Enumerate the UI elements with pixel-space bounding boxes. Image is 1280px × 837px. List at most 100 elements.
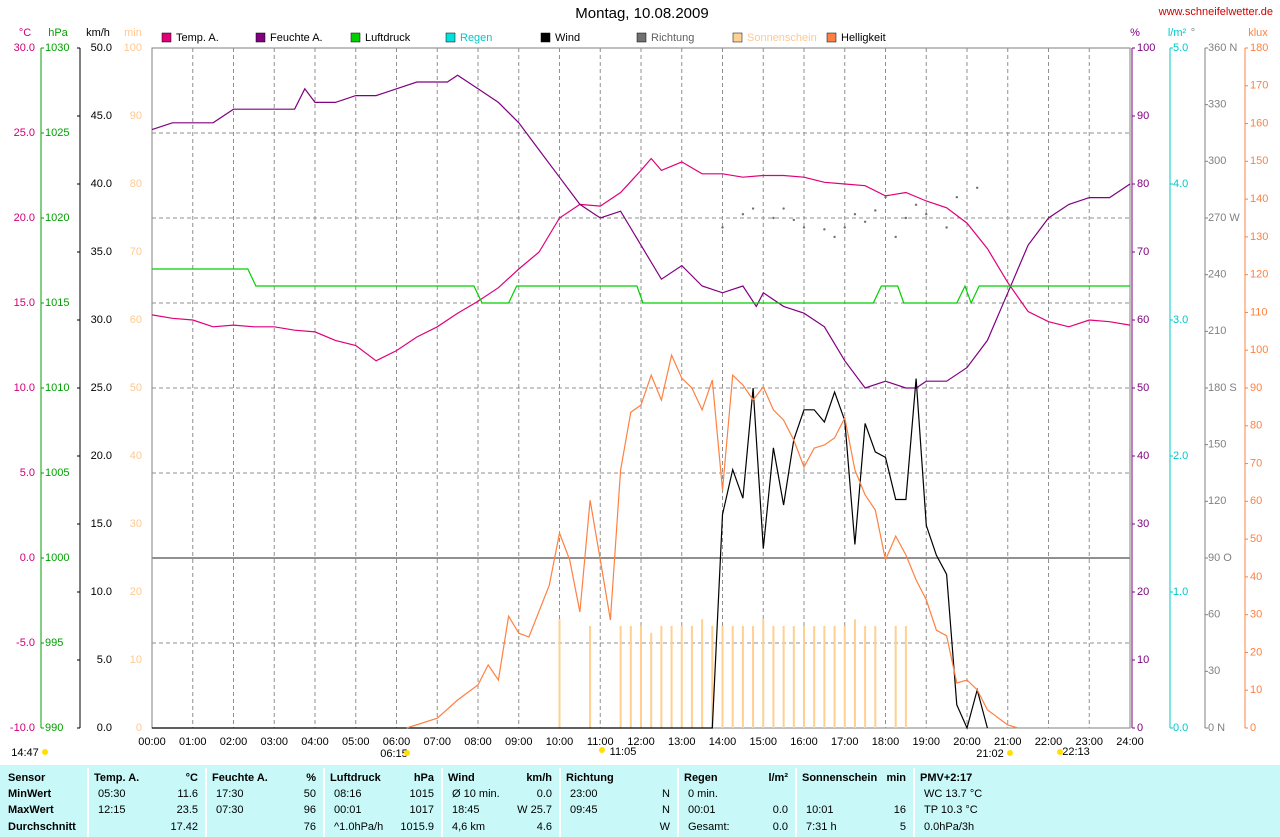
y-tick-label: 30 bbox=[1250, 609, 1262, 621]
table-cell: 1017 bbox=[410, 804, 434, 816]
axis-title: °C bbox=[19, 27, 31, 39]
legend-label: Sonnenschein bbox=[747, 32, 817, 44]
y-tick-label: 100 bbox=[124, 42, 142, 54]
sun-moon-icon bbox=[1057, 749, 1063, 755]
direction-dot bbox=[884, 196, 887, 199]
table-cell: 50 bbox=[304, 788, 316, 800]
x-tick-label: 03:00 bbox=[260, 736, 288, 748]
x-tick-label: 02:00 bbox=[220, 736, 248, 748]
y-tick-label: 40.0 bbox=[91, 178, 112, 190]
y-tick-label: 180 S bbox=[1208, 382, 1237, 394]
direction-dot bbox=[853, 213, 857, 216]
table-cell: 09:45 bbox=[570, 804, 598, 816]
y-tick-label: 10 bbox=[130, 654, 142, 666]
table-cell: Gesamt: bbox=[688, 821, 730, 833]
y-tick-label: 50 bbox=[130, 382, 142, 394]
time-annotation: 11:05 bbox=[610, 746, 637, 758]
table-cell: 00:01 bbox=[688, 804, 716, 816]
y-tick-label: 80 bbox=[1250, 420, 1262, 432]
legend-label: Richtung bbox=[651, 32, 694, 44]
legend-label: Luftdruck bbox=[365, 32, 411, 44]
y-tick-label: 180 bbox=[1250, 42, 1268, 54]
y-tick-label: 20.0 bbox=[91, 450, 112, 462]
legend-label: Regen bbox=[460, 32, 492, 44]
axis-title: % bbox=[1130, 27, 1140, 39]
direction-dot bbox=[904, 216, 908, 220]
table-cell: 18:45 bbox=[452, 804, 480, 816]
table-header: Temp. A. bbox=[94, 772, 139, 784]
y-tick-label: 60 bbox=[1137, 314, 1149, 326]
y-tick-label: 170 bbox=[1250, 80, 1268, 92]
table-cell: 0.0hPa/3h bbox=[924, 821, 974, 833]
y-tick-label: 160 bbox=[1250, 117, 1268, 129]
y-tick-label: 3.0 bbox=[1173, 314, 1188, 326]
y-tick-label: 10 bbox=[1137, 654, 1149, 666]
direction-dot bbox=[721, 226, 724, 229]
x-tick-label: 21:00 bbox=[994, 736, 1022, 748]
table-cell: 0.0 bbox=[773, 821, 788, 833]
x-tick-label: 00:00 bbox=[138, 736, 166, 748]
table-cell: ^1.0hPa/h bbox=[334, 821, 383, 833]
x-tick-label: 22:00 bbox=[1035, 736, 1063, 748]
table-cell: 4,6 km bbox=[452, 821, 485, 833]
y-tick-label: 4.0 bbox=[1173, 178, 1188, 190]
table-cell: 0 min. bbox=[688, 788, 718, 800]
table-header: Sensor bbox=[8, 772, 46, 784]
y-tick-label: 1000 bbox=[45, 552, 69, 564]
table-unit: min bbox=[886, 772, 906, 784]
y-tick-label: 1030 bbox=[45, 42, 69, 54]
legend-label: Temp. A. bbox=[176, 32, 219, 44]
y-tick-label: 25.0 bbox=[91, 382, 112, 394]
y-tick-label: 90 O bbox=[1208, 552, 1232, 564]
direction-dot bbox=[863, 220, 867, 223]
table-cell: 96 bbox=[304, 804, 316, 816]
y-tick-label: 0.0 bbox=[20, 552, 35, 564]
table-cell: 05:30 bbox=[98, 788, 126, 800]
y-tick-label: 40 bbox=[130, 450, 142, 462]
axis-title: min bbox=[124, 27, 142, 39]
y-tick-label: 30 bbox=[130, 518, 142, 530]
table-header: Regen bbox=[684, 772, 718, 784]
table-cell: W 25.7 bbox=[517, 804, 552, 816]
sun-moon-icon bbox=[42, 749, 48, 755]
axis-title: km/h bbox=[86, 27, 110, 39]
y-tick-label: 15.0 bbox=[14, 297, 35, 309]
x-tick-label: 11:00 bbox=[587, 736, 614, 748]
axis-title: l/m² bbox=[1168, 27, 1187, 39]
sun-moon-icon bbox=[1007, 750, 1013, 756]
table-unit: % bbox=[306, 772, 316, 784]
y-tick-label: 150 bbox=[1250, 155, 1268, 167]
table-cell: Ø 10 min. bbox=[452, 788, 500, 800]
x-tick-label: 23:00 bbox=[1075, 736, 1103, 748]
y-tick-label: 30.0 bbox=[14, 42, 35, 54]
y-tick-label: 120 bbox=[1208, 495, 1226, 507]
table-cell: 0.0 bbox=[773, 804, 788, 816]
y-tick-label: 90 bbox=[1137, 110, 1149, 122]
y-tick-label: 40 bbox=[1250, 571, 1262, 583]
y-tick-label: 30 bbox=[1137, 518, 1149, 530]
y-tick-label: 300 bbox=[1208, 155, 1226, 167]
direction-dot bbox=[772, 216, 775, 220]
y-tick-label: 0 bbox=[1137, 722, 1143, 734]
site-url: www.schneifelwetter.de bbox=[1158, 6, 1273, 18]
y-tick-label: 45.0 bbox=[91, 110, 112, 122]
x-tick-label: 12:00 bbox=[627, 736, 655, 748]
x-tick-label: 10:00 bbox=[546, 736, 574, 748]
direction-dot bbox=[843, 226, 846, 229]
y-tick-label: 50 bbox=[1137, 382, 1149, 394]
table-cell: 7:31 h bbox=[806, 821, 837, 833]
table-background bbox=[0, 765, 1280, 837]
direction-dot bbox=[782, 207, 785, 210]
x-tick-label: 20:00 bbox=[953, 736, 981, 748]
y-tick-label: 15.0 bbox=[91, 518, 112, 530]
legend-swatch bbox=[540, 32, 551, 43]
y-tick-label: 20.0 bbox=[14, 212, 35, 224]
x-tick-label: 01:00 bbox=[179, 736, 207, 748]
x-tick-label: 14:00 bbox=[709, 736, 737, 748]
y-tick-label: 990 bbox=[45, 722, 63, 734]
y-tick-label: 100 bbox=[1250, 344, 1268, 356]
y-tick-label: 0 bbox=[1250, 722, 1256, 734]
table-cell: MaxWert bbox=[8, 804, 54, 816]
table-cell: 17:30 bbox=[216, 788, 244, 800]
